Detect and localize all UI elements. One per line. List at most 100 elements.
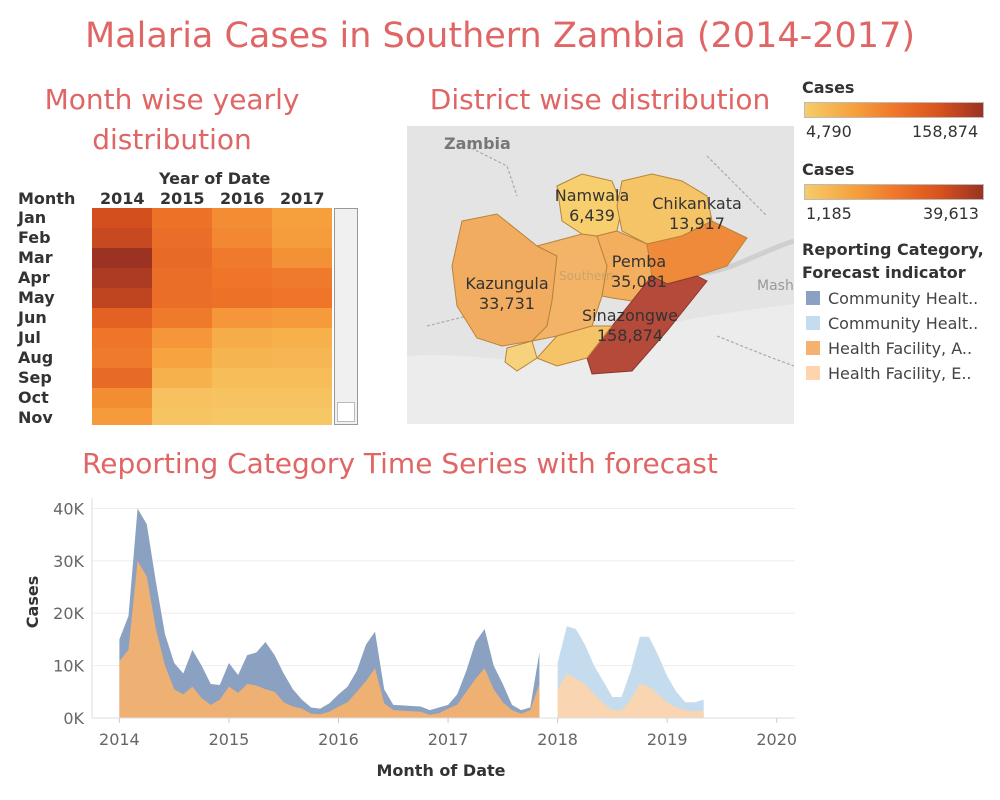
legend-item[interactable]: Community Healt.. [806,287,978,309]
heatmap-cell[interactable] [92,248,152,268]
district-label-pemba: Pemba 35,081 [599,252,679,292]
y-tick-label: 40K [53,499,84,518]
heatmap-cell[interactable] [272,288,332,308]
heatmap-cell[interactable] [272,268,332,288]
legend-item[interactable]: Health Facility, E.. [806,362,972,384]
heatmap-cell[interactable] [92,388,152,408]
district-value: 33,731 [479,294,535,313]
district-sinazongwe[interactable] [586,275,708,375]
district-name: Namwala [554,186,630,205]
legend-swatch [806,291,820,305]
heatmap-year-2014: 2014 [100,189,145,208]
heatmap-cell[interactable] [152,368,212,388]
heatmap-cell[interactable] [152,228,212,248]
timeseries-areas [119,508,704,719]
legend-item[interactable]: Health Facility, A.. [806,337,972,359]
heatmap-cell[interactable] [272,408,332,425]
heatmap-year-2016: 2016 [220,189,265,208]
heatmap-cell[interactable] [92,268,152,288]
heatmap-month-label: Jan [18,208,47,227]
heatmap-scrollbar[interactable] [334,208,358,425]
legend-label: Community Healt.. [828,313,979,333]
heatmap-cell[interactable] [152,388,212,408]
heatmap-month-label: Mar [18,248,53,267]
heatmap-cell[interactable] [212,268,272,288]
y-tick-label: 30K [53,552,84,571]
heatmap-cell[interactable] [152,348,212,368]
heatmap-cell[interactable] [152,408,212,425]
legend-item[interactable]: Community Healt.. [806,312,978,334]
heatmap-cell[interactable] [92,308,152,328]
district-value: 35,081 [611,272,667,291]
heatmap-cell[interactable] [212,368,272,388]
legend-cases-max-1: 158,874 [912,122,979,141]
heatmap-cell[interactable] [272,388,332,408]
heatmap-cell[interactable] [272,228,332,248]
legend-swatch [806,341,820,355]
district-small[interactable] [504,340,538,372]
heatmap-cell[interactable] [272,308,332,328]
heatmap-cell[interactable] [212,228,272,248]
map-canvas [407,126,794,424]
area-facility-forecast[interactable] [557,673,704,719]
heatmap-cell[interactable] [212,208,272,228]
heatmap-cell[interactable] [212,308,272,328]
district-name: Sinazongwe [582,306,678,325]
heatmap-cell[interactable] [92,288,152,308]
y-tick-label: 20K [53,604,84,623]
heatmap-cell[interactable] [92,348,152,368]
heatmap-cell[interactable] [212,288,272,308]
scrollbar-thumb[interactable] [337,402,355,422]
heatmap-cell[interactable] [212,248,272,268]
timeseries-axes: 0K 10K 20K 30K 40K 2014 2015 2016 2017 2018 2019 20… [53,498,797,749]
timeseries-chart[interactable]: 0K 10K 20K 30K 40K 2014 2015 2016 2017 2018 2019 20… [0,480,800,800]
legend-label: Health Facility, A.. [828,338,973,358]
heatmap-cell[interactable] [152,268,212,288]
heatmap-cell[interactable] [272,328,332,348]
district-name: Kazungula [465,274,549,293]
month-year-heatmap[interactable]: Year of Date Month 2014 2015 2016 2017 J… [0,165,400,430]
heatmap-month-label: Jun [18,308,47,327]
district-name: Pemba [611,252,667,271]
heatmap-cell[interactable] [92,408,152,425]
heatmap-cell[interactable] [152,208,212,228]
district-label-namwala: Namwala 6,439 [547,186,637,226]
heatmap-cell[interactable] [272,368,332,388]
x-tick-label: 2020 [756,730,797,749]
heatmap-cell[interactable] [212,388,272,408]
district-map[interactable]: Zambia Southern Masho Namwala 6,439 Chik… [407,126,794,424]
legend-cases-max-2: 39,613 [923,204,979,223]
heatmap-cell[interactable] [272,208,332,228]
legend-category-title-line1: Reporting Category, [802,240,984,259]
legend-cases-title-1: Cases [802,78,855,97]
faint-city-label: Masho [757,278,794,294]
heatmap-cell[interactable] [212,328,272,348]
heatmap-cell[interactable] [92,208,152,228]
heatmap-cell[interactable] [272,348,332,368]
heatmap-month-label: Nov [18,408,53,427]
heatmap-grid[interactable] [92,208,332,425]
heatmap-cell[interactable] [152,248,212,268]
heatmap-cell[interactable] [152,288,212,308]
heatmap-cell[interactable] [152,308,212,328]
heatmap-month-label: Oct [18,388,49,407]
x-tick-label: 2019 [647,730,688,749]
heatmap-cell[interactable] [212,408,272,425]
heatmap-cell[interactable] [152,328,212,348]
y-tick-label: 0K [63,709,84,728]
x-tick-label: 2015 [209,730,250,749]
heatmap-title: Month wise yearly distribution [44,83,300,156]
heatmap-cell[interactable] [92,368,152,388]
legend-cases-min-2: 1,185 [806,204,852,223]
heatmap-month-label: Aug [18,348,54,367]
district-value: 6,439 [569,206,615,225]
heatmap-cell[interactable] [92,228,152,248]
area-facility-actual[interactable] [119,560,540,718]
legend-label: Community Healt.. [828,288,979,308]
heatmap-year-2017: 2017 [280,189,325,208]
dashboard-title: Malaria Cases in Southern Zambia (2014-2… [84,16,915,56]
legend-category-title-line2: Forecast indicator [802,263,966,282]
heatmap-cell[interactable] [92,328,152,348]
heatmap-cell[interactable] [212,348,272,368]
heatmap-cell[interactable] [272,248,332,268]
